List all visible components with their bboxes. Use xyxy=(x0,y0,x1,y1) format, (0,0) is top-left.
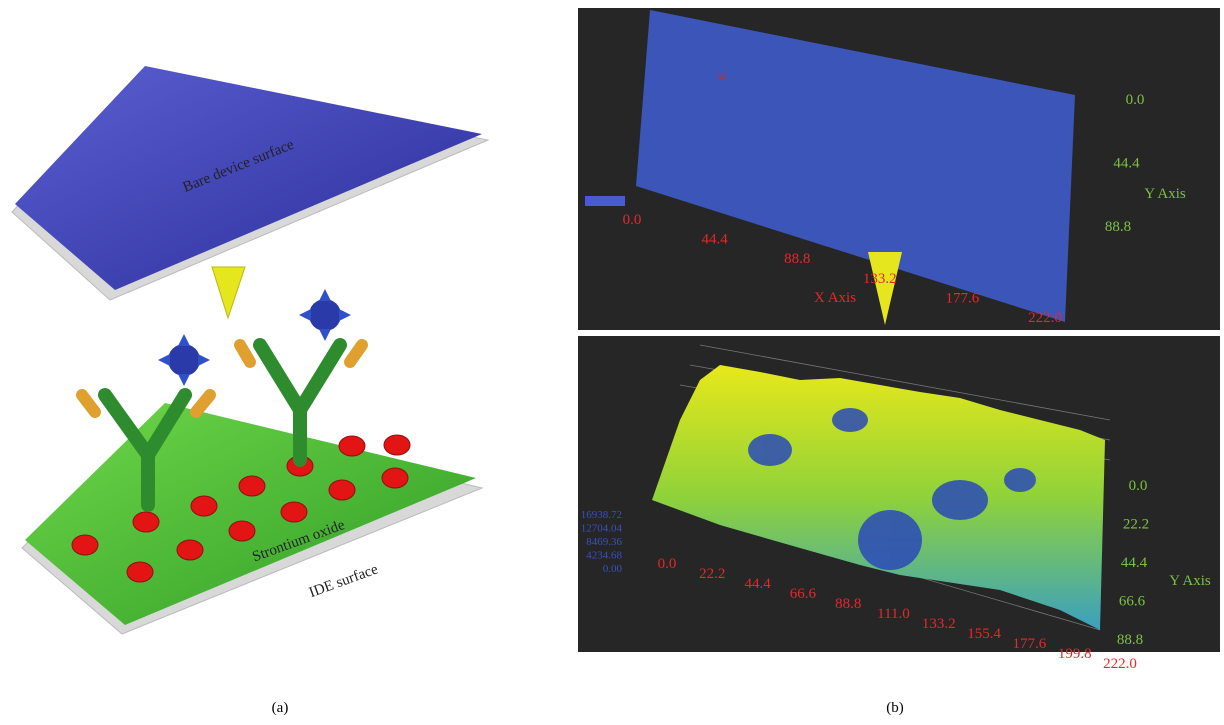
tick-label: 22.2 xyxy=(699,566,725,582)
tick-label: 0.0 xyxy=(658,556,677,572)
tick-label: 22.2 xyxy=(1123,517,1149,533)
tick-label: 66.6 xyxy=(790,586,817,602)
tick-label: 88.8 xyxy=(835,596,861,612)
tick-label: 16938.72 xyxy=(581,509,622,521)
axis-label: Y Axis xyxy=(1169,573,1211,589)
tick-label: 222.0 xyxy=(1028,310,1062,326)
tick-label: 133.2 xyxy=(863,271,897,287)
caption: (a) xyxy=(272,700,289,716)
tick-label: 88.8 xyxy=(1105,219,1131,235)
tick-label: 0.00 xyxy=(603,563,623,575)
tick-label: 8469.36 xyxy=(586,536,622,548)
caption: (b) xyxy=(886,700,904,716)
label: IDE surface xyxy=(307,561,380,601)
tick-label: 0.0 xyxy=(623,212,642,228)
tick-label: 155.4 xyxy=(967,626,1001,642)
tick-label: 88.8 xyxy=(1117,632,1143,648)
tick-label: 44.4 xyxy=(1121,555,1148,571)
axis-label: Y Axis xyxy=(1144,186,1186,202)
tick-label: 44.4 xyxy=(701,232,728,248)
tick-label: 177.6 xyxy=(1013,636,1047,652)
panel-b: (b) X Axis Y Axis Y Axis xyxy=(578,8,1220,716)
tick-label: 222.0 xyxy=(1103,656,1137,672)
tick-label: 44.4 xyxy=(1113,156,1140,172)
tick-label: 177.6 xyxy=(946,290,980,306)
tick-label: 0.0 xyxy=(1129,478,1148,494)
tick-label: 133.2 xyxy=(922,616,956,632)
tick-label: 12704.04 xyxy=(581,523,623,535)
axis-label: X Axis xyxy=(814,290,856,306)
panel-a: Bare device surface Strontium oxide IDE … xyxy=(11,66,490,716)
tick-label: 0.0 xyxy=(1126,92,1145,108)
tick-label: 44.4 xyxy=(744,576,771,592)
tick-label: 88.8 xyxy=(784,251,810,267)
tick-label: 199.8 xyxy=(1058,646,1092,662)
tick-label: 4234.68 xyxy=(586,550,622,562)
tick-label: 66.6 xyxy=(1119,594,1146,610)
tick-label: 111.0 xyxy=(877,606,910,622)
